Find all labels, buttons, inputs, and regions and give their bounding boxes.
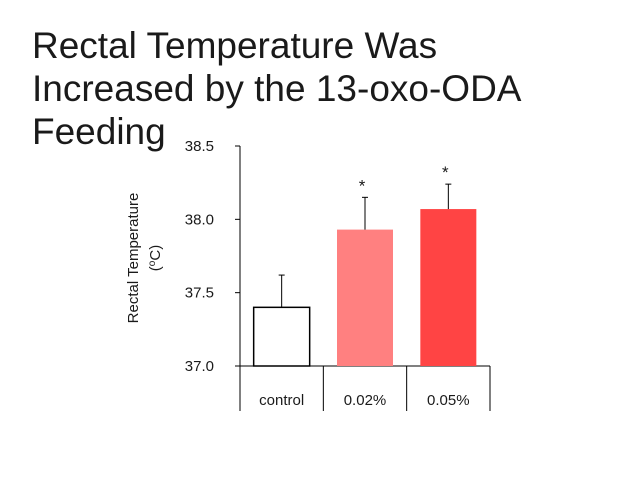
y-tick-label: 38.0	[185, 211, 214, 228]
y-axis-label: Rectal Temperature (oC)	[125, 193, 164, 324]
x-tick-label-2: 0.02%	[344, 392, 387, 409]
y-tick-label: 38.5	[185, 138, 214, 155]
y-tick-label: 37.5	[185, 285, 214, 302]
y-axis-label-unit-pre: (	[147, 266, 164, 271]
bar-2	[337, 229, 393, 366]
y-axis-label-unit-sup: o	[147, 260, 158, 266]
bar-1	[252, 306, 311, 367]
slide-title: Rectal Temperature Was Increased by the …	[32, 24, 521, 153]
significance-mark-2: *	[359, 176, 366, 195]
y-axis-label-line-1: Rectal Temperature	[125, 193, 142, 324]
slide-title-line-1: Rectal Temperature Was	[32, 25, 438, 66]
bar-3	[420, 209, 477, 366]
slide-title-line-3: Feeding	[32, 111, 166, 152]
x-tick-label-1: control	[259, 392, 304, 409]
x-tick-label-3: 0.05%	[427, 392, 470, 409]
y-tick-label: 37.0	[185, 358, 214, 375]
y-axis-label-unit: (oC)	[147, 245, 164, 271]
significance-mark-3: *	[442, 163, 449, 182]
slide-title-line-2: Increased by the 13-oxo-ODA	[32, 68, 522, 109]
y-axis-label-unit-post: C)	[147, 245, 164, 261]
